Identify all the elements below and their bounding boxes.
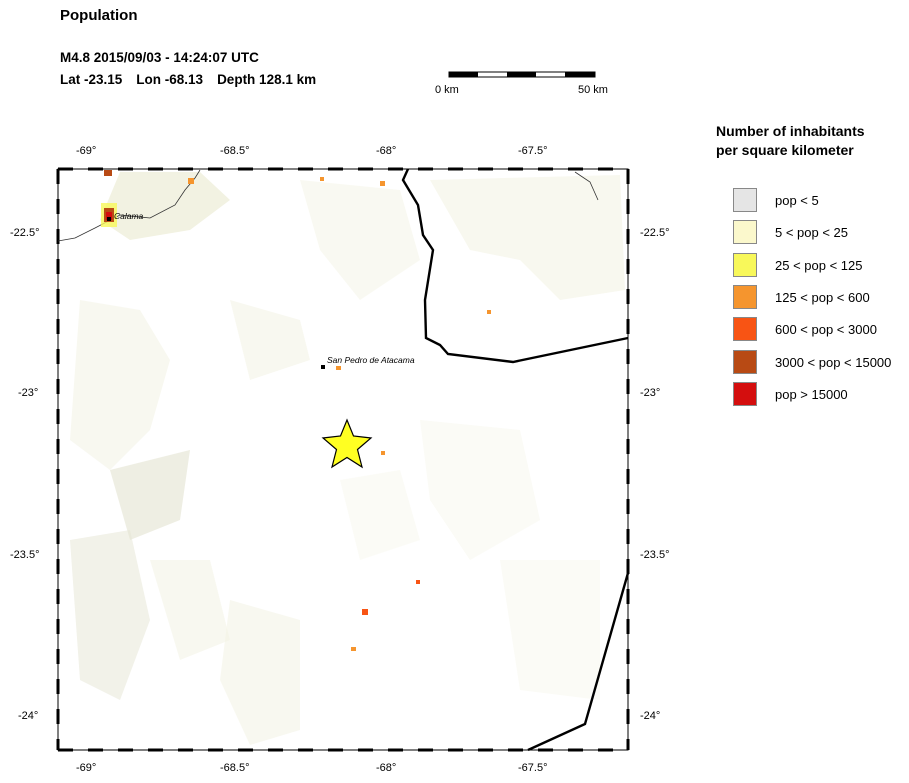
city-marker-calama	[107, 217, 111, 221]
lat-tick-left: -23°	[18, 387, 39, 399]
event-lat: Lat -23.15	[60, 72, 123, 87]
lat-tick-right: -23°	[640, 387, 661, 399]
event-summary: M4.8 2015/09/03 - 14:24:07 UTC	[60, 50, 259, 65]
map-frame	[57, 168, 629, 751]
lat-tick-right: -22.5°	[640, 227, 670, 239]
event-location: Lat -23.15 Lon -68.13 Depth 128.1 km	[60, 72, 330, 87]
country-borders	[401, 168, 630, 752]
legend-swatch	[733, 317, 757, 342]
legend-item: 3000 < pop < 15000	[733, 349, 903, 376]
legend-swatch	[733, 252, 757, 277]
legend-item: 600 < pop < 3000	[733, 317, 903, 343]
legend-title-line1: Number of inhabitants	[716, 123, 865, 139]
lat-tick-left: -24°	[18, 710, 39, 722]
lon-tick-bottom: -67.5°	[518, 762, 548, 774]
legend-label: pop > 15000	[775, 386, 848, 402]
lon-tick-bottom: -68.5°	[220, 762, 250, 774]
legend-swatch	[733, 381, 757, 406]
legend-label: 25 < pop < 125	[775, 257, 863, 273]
event-lon: Lon -68.13	[136, 72, 204, 87]
lon-tick-top: -68.5°	[220, 145, 250, 157]
epicenter-star-icon	[321, 418, 373, 469]
legend-swatch	[733, 349, 757, 374]
legend-item: 5 < pop < 25	[733, 220, 903, 246]
population-hotspots	[101, 170, 491, 651]
legend-swatch	[733, 220, 757, 245]
legend-swatch	[733, 284, 757, 309]
legend-label: 5 < pop < 25	[775, 225, 849, 241]
scale-left-label: 0 km	[435, 84, 459, 96]
lon-tick-top: -68°	[376, 145, 397, 157]
legend-item: 25 < pop < 125	[733, 252, 903, 279]
lon-tick-top: -67.5°	[518, 145, 548, 157]
legend-item: pop < 5	[733, 188, 903, 214]
legend-title-line2: per square kilometer	[716, 142, 854, 158]
river-line-ne	[574, 171, 599, 201]
legend-label: 600 < pop < 3000	[775, 322, 877, 338]
frame-ticks	[56, 167, 630, 752]
legend-title: Number of inhabitants per square kilomet…	[716, 122, 865, 160]
lat-tick-right: -23.5°	[640, 549, 670, 561]
legend-label: pop < 5	[775, 193, 819, 208]
city-marker-san-pedro	[321, 365, 325, 369]
lon-tick-top: -69°	[76, 145, 97, 157]
lon-tick-bottom: -68°	[376, 762, 397, 774]
scale-right-label: 50 km	[578, 84, 608, 96]
map-title: Population	[60, 7, 138, 24]
lon-tick-bottom: -69°	[76, 762, 97, 774]
event-depth: Depth 128.1 km	[217, 72, 317, 87]
lat-tick-right: -24°	[640, 710, 661, 722]
legend-label: 125 < pop < 600	[775, 289, 870, 305]
legend-item: 125 < pop < 600	[733, 284, 903, 311]
city-label-san-pedro: San Pedro de Atacama	[327, 355, 415, 365]
legend-label: 3000 < pop < 15000	[775, 354, 892, 370]
low-population-areas	[70, 172, 625, 745]
city-label-calama: Calama	[114, 211, 144, 221]
scale-bar: 0 km 50 km	[435, 70, 615, 100]
legend-item: pop > 15000	[733, 381, 903, 408]
lat-tick-left: -23.5°	[10, 549, 40, 561]
legend-swatch	[733, 188, 757, 212]
lat-tick-left: -22.5°	[10, 227, 40, 239]
